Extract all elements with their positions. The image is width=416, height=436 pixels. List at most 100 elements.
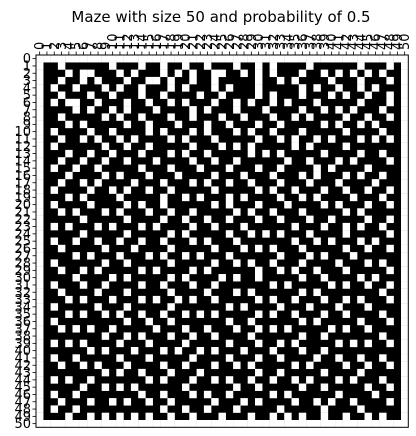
x-tick-label: 48: [384, 33, 399, 50]
maze-cell-open: [335, 84, 343, 92]
maze-cell-open: [298, 55, 307, 63]
maze-cell-open: [247, 179, 256, 187]
maze-cell-open: [203, 390, 212, 399]
y-tick-label: 48: [14, 403, 31, 418]
maze-cell-open: [116, 193, 124, 202]
maze-cell-open: [116, 412, 124, 421]
maze-cell-open: [116, 237, 124, 245]
x-tick-label: 11: [113, 33, 128, 50]
x-tick-label: 20: [179, 33, 194, 50]
maze-cell-open: [401, 383, 409, 391]
maze-cell-open: [211, 361, 219, 370]
maze-cell-open: [255, 383, 263, 391]
maze-cell-open: [401, 193, 409, 202]
maze-cell-open: [130, 135, 139, 143]
maze-cell-open: [160, 281, 168, 289]
maze-cell-open: [203, 128, 212, 136]
maze-cell-open: [211, 76, 219, 85]
maze-cell-open: [247, 420, 256, 428]
y-tick-label: 3: [23, 74, 31, 89]
maze-cell-open: [401, 420, 409, 428]
maze-cell-open: [36, 259, 44, 267]
maze-cell-open: [101, 412, 110, 421]
maze-cell-open: [269, 186, 278, 194]
maze-cell-open: [247, 208, 256, 216]
maze-cell-open: [109, 128, 117, 136]
maze-cell-open: [36, 376, 44, 384]
maze-cell-open: [57, 135, 66, 143]
maze-cell-open: [167, 186, 175, 194]
maze-cell-open: [240, 303, 248, 311]
maze-cell-open: [255, 274, 263, 282]
maze-cell-open: [145, 317, 153, 326]
maze-cell-open: [306, 179, 314, 187]
maze-cell-open: [401, 259, 409, 267]
maze-cell-open: [328, 76, 336, 85]
maze-cell-open: [291, 295, 299, 304]
maze-cell-open: [79, 383, 88, 391]
maze-cell-open: [401, 405, 409, 413]
maze-cell-open: [79, 179, 88, 187]
maze-cell-open: [386, 383, 394, 391]
maze-cell-open: [313, 354, 321, 362]
maze-cell-open: [167, 412, 175, 421]
maze-cell-open: [401, 149, 409, 158]
maze-cell-open: [349, 55, 358, 63]
x-tick-label: 9: [99, 42, 114, 50]
maze-cell-open: [116, 383, 124, 391]
maze-cell-open: [174, 55, 183, 63]
maze-cell-open: [328, 325, 336, 333]
x-tick-label: 47: [376, 33, 391, 50]
maze-cell-open: [196, 420, 205, 428]
y-tick-label: 15: [14, 162, 31, 177]
maze-cell-open: [36, 230, 44, 238]
maze-cell-open: [138, 91, 146, 99]
maze-cell-open: [379, 420, 387, 428]
maze-cell-open: [94, 361, 102, 370]
maze-cell-open: [357, 420, 365, 428]
maze-cell-open: [203, 55, 212, 63]
maze-cell-open: [364, 325, 372, 333]
maze-cell-open: [255, 244, 263, 253]
maze-cell-open: [328, 398, 336, 406]
y-tick-label: 18: [14, 184, 31, 199]
maze-cell-open: [313, 317, 321, 326]
maze-cell-open: [36, 244, 44, 253]
maze-cell-open: [203, 405, 212, 413]
maze-cell-open: [298, 288, 307, 297]
maze-cell-open: [291, 310, 299, 318]
maze-cell-open: [233, 361, 241, 370]
x-tick-label: 39: [318, 33, 333, 50]
maze-cell-open: [36, 76, 44, 85]
maze-cell-open: [138, 55, 146, 63]
x-tick-label: 15: [143, 33, 158, 50]
maze-cell-open: [160, 201, 168, 209]
maze-cell-open: [233, 259, 241, 267]
maze-cell-open: [255, 91, 263, 99]
maze-cell-open: [364, 361, 372, 370]
maze-cell-open: [145, 354, 153, 362]
maze-cell-open: [342, 295, 351, 304]
maze-cell-open: [386, 230, 394, 238]
y-tick-label: 2: [23, 67, 31, 82]
maze-cell-open: [211, 55, 219, 63]
maze-cell-open: [247, 376, 256, 384]
maze-cell-open: [167, 55, 175, 63]
maze-cell-open: [116, 135, 124, 143]
maze-cell-open: [123, 106, 132, 114]
maze-cell-open: [298, 106, 307, 114]
maze-cell-open: [72, 274, 80, 282]
y-tick-label: 33: [14, 293, 31, 308]
maze-cell-open: [109, 398, 117, 406]
maze-cell-open: [357, 222, 365, 231]
maze-cell-open: [211, 281, 219, 289]
y-tick-label: 1: [23, 59, 31, 74]
maze-cell-open: [379, 412, 387, 421]
maze-cell-open: [65, 339, 73, 348]
maze-cell-open: [36, 398, 44, 406]
maze-cell-open: [87, 376, 95, 384]
maze-cell-open: [138, 222, 146, 231]
maze-cell-open: [386, 215, 394, 224]
maze-cell-open: [57, 398, 66, 406]
maze-cell-open: [36, 135, 44, 143]
